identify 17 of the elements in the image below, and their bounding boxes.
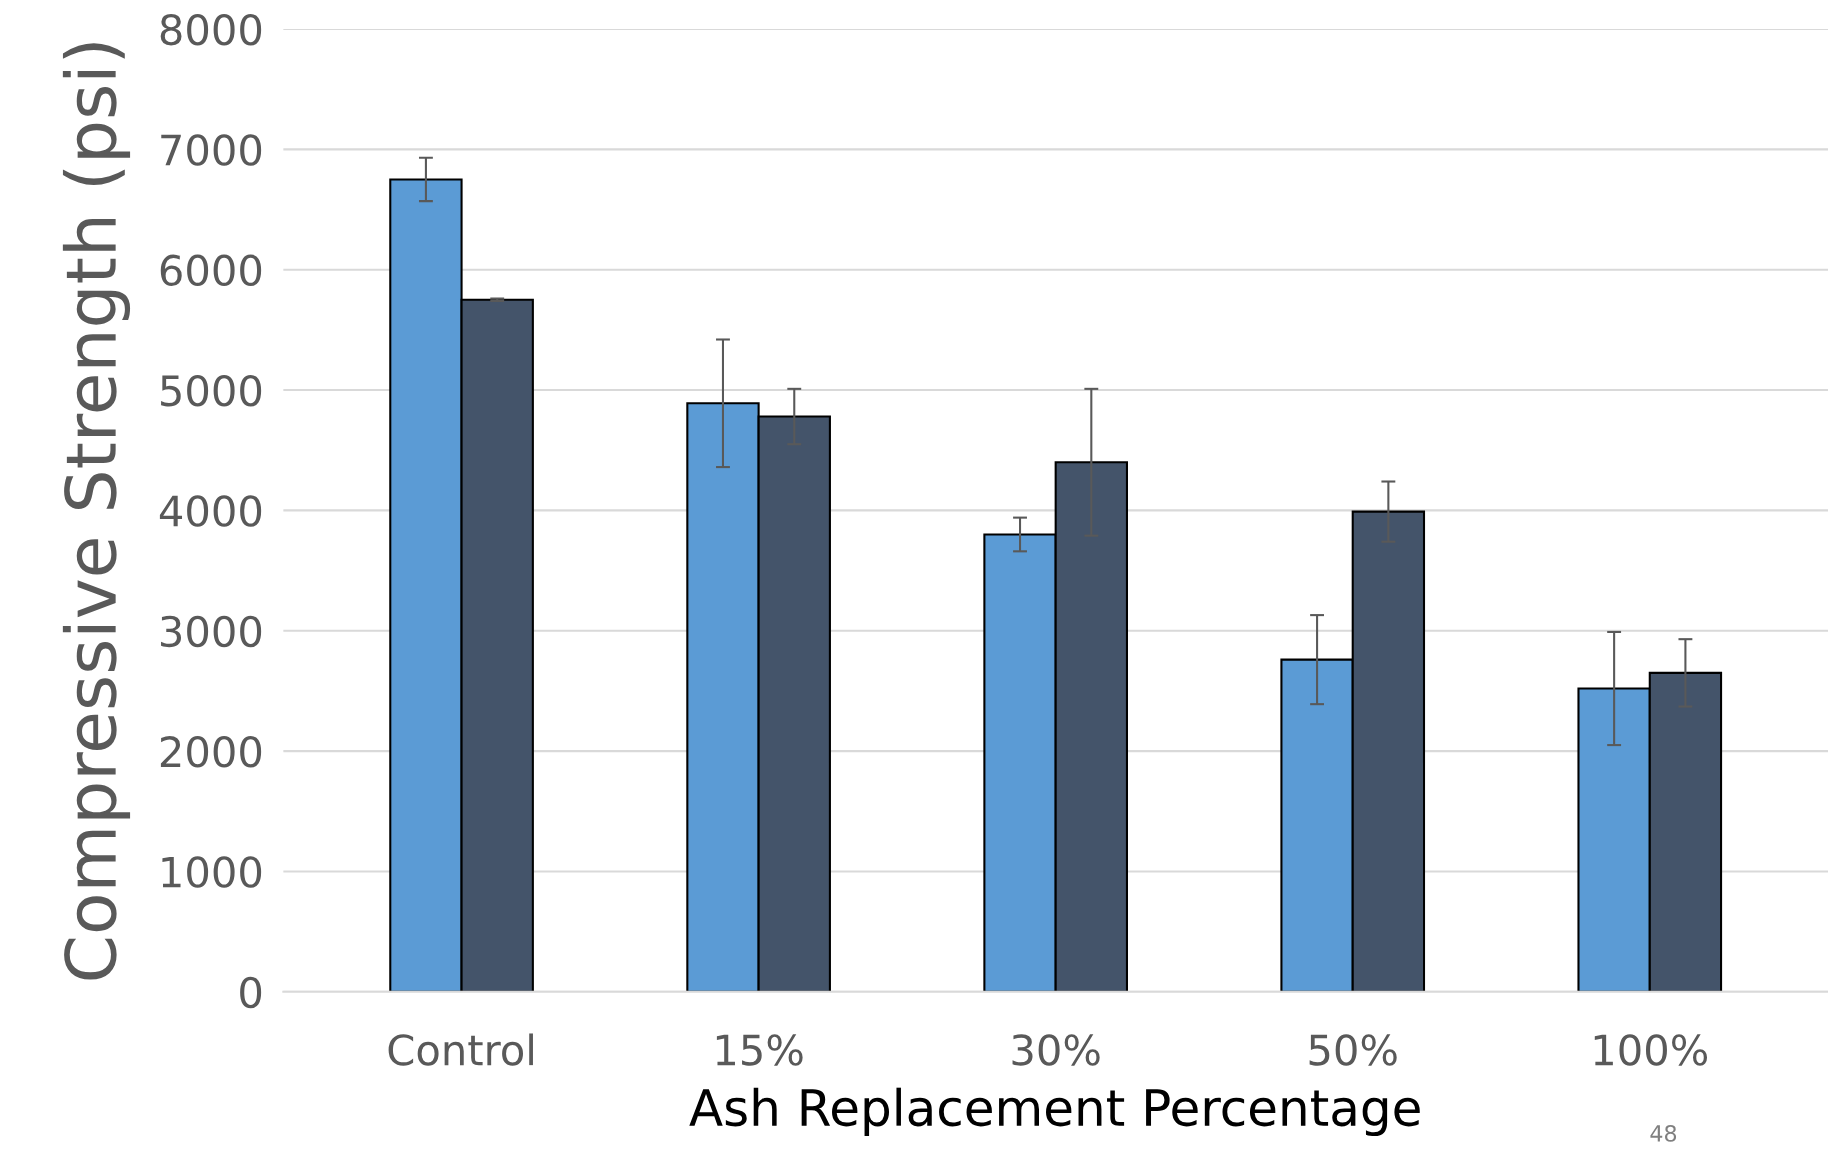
y-tick-label: 0	[240, 976, 262, 1009]
x-tick-label: Control	[388, 1033, 533, 1066]
x-tick-label: 100%	[1594, 1034, 1708, 1066]
y-tick-label: 6000	[160, 254, 262, 287]
y-axis-title: Compressive Strength (psi)	[62, 43, 131, 980]
x-tick-label: 50%	[1309, 1034, 1397, 1066]
x-axis-title: Ash Replacement Percentage	[689, 1087, 1420, 1137]
y-tick-label: 8000	[160, 13, 262, 46]
y-tick-label: 5000	[161, 374, 262, 407]
y-tick-label: 2000	[160, 736, 262, 768]
y-tick-label: 7000	[161, 134, 262, 166]
y-tick-label: 4000	[159, 495, 262, 527]
text: 48	[1650, 1124, 1677, 1142]
x-tick-label: 30%	[1012, 1034, 1100, 1066]
x-tick-label: 15%	[716, 1034, 803, 1066]
y-tick-label: 3000	[161, 615, 262, 648]
y-tick-label: 1000	[162, 856, 262, 888]
